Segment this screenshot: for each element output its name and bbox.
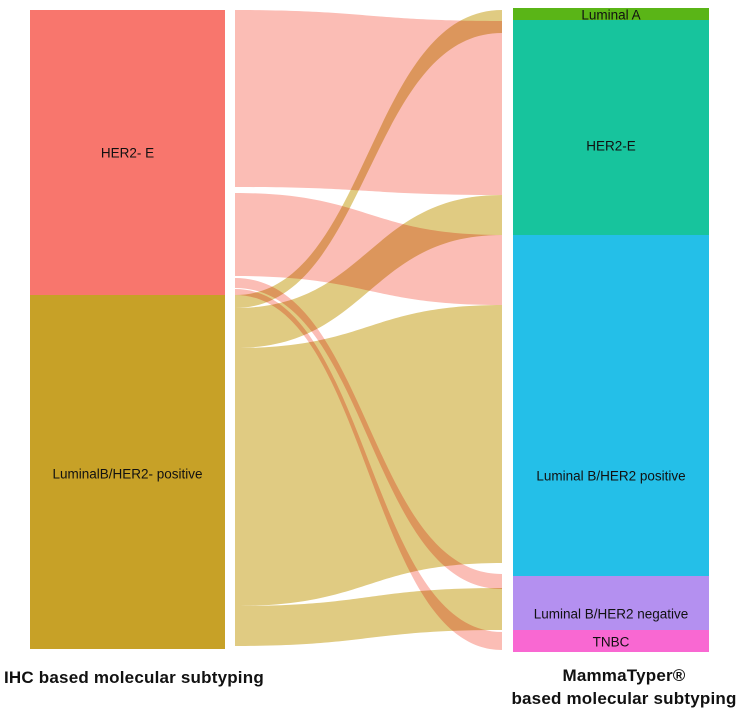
node-right-luminal-a xyxy=(513,8,709,20)
right-axis-label-line2: based molecular subtyping xyxy=(511,689,737,708)
node-right-luminal-b-her2-positive xyxy=(513,235,709,576)
node-left-luminalb-her2-positive xyxy=(30,295,225,649)
node-label-right-luminal-a: Luminal A xyxy=(581,8,640,23)
right-axis-label-line1: MammaTyper® xyxy=(562,666,686,685)
node-label-right-luminal-b-her2-positive: Luminal B/HER2 positive xyxy=(536,469,685,484)
node-label-right-luminal-b-her2-negative: Luminal B/HER2 negative xyxy=(534,607,689,622)
flow-luminalb-her2-positive-to-luminal-b-her2-positive xyxy=(235,305,502,606)
flow-luminalb-her2-positive-to-luminal-b-her2-negative xyxy=(235,588,502,646)
right-axis-label: MammaTyper® based molecular subtyping xyxy=(498,664,750,710)
node-right-her2-e xyxy=(513,20,709,235)
left-axis-label: IHC based molecular subtyping xyxy=(4,668,264,687)
node-label-left-luminalb-her2-positive: LuminalB/HER2- positive xyxy=(52,467,202,482)
flow-luminalb-her2-positive-to-her2-e xyxy=(235,195,502,348)
flow-luminalb-her2-positive-to-luminal-a xyxy=(235,10,502,308)
node-left-her2-e xyxy=(30,10,225,295)
node-label-right-her2-e: HER2-E xyxy=(586,139,636,154)
node-label-right-tnbc: TNBC xyxy=(593,635,630,650)
node-right-tnbc xyxy=(513,630,709,652)
node-label-left-her2-e: HER2- E xyxy=(101,146,154,161)
node-right-luminal-b-her2-negative xyxy=(513,576,709,630)
